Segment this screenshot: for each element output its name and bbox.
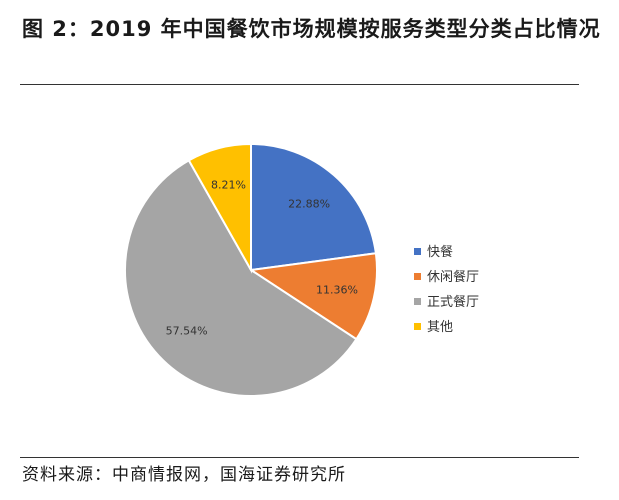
legend-swatch-kuaican xyxy=(414,248,421,255)
legend-label-qita: 其他 xyxy=(427,320,453,335)
data-label-zhengshi-canting: 57.54% xyxy=(166,324,208,337)
pie-slice-kuaican xyxy=(250,142,378,272)
data-label-kuaican: 22.88% xyxy=(288,198,330,211)
pie-slice-zhengshi-canting xyxy=(124,159,358,397)
data-label-qita: 8.21% xyxy=(211,179,246,192)
figure-title: 图 2：2019 年中国餐饮市场规模按服务类型分类占比情况 xyxy=(22,17,601,41)
pie-slice-xiuxian-canting xyxy=(248,252,378,341)
source-divider xyxy=(20,457,579,458)
data-label-xiuxian-canting: 11.36% xyxy=(316,284,358,297)
legend-label-zhengshi-canting: 正式餐厅 xyxy=(427,294,479,310)
legend-label-xiuxian-canting: 休闲餐厅 xyxy=(427,269,479,285)
title-divider xyxy=(20,84,579,85)
pie-slice-qita xyxy=(187,142,252,274)
legend-label-kuaican: 快餐 xyxy=(427,244,453,260)
legend-swatch-zhengshi-canting xyxy=(414,298,421,305)
legend-swatch-qita xyxy=(414,323,421,330)
legend-swatch-xiuxian-canting xyxy=(414,273,421,280)
source-note: 资料来源：中商情报网，国海证券研究所 xyxy=(22,465,346,485)
